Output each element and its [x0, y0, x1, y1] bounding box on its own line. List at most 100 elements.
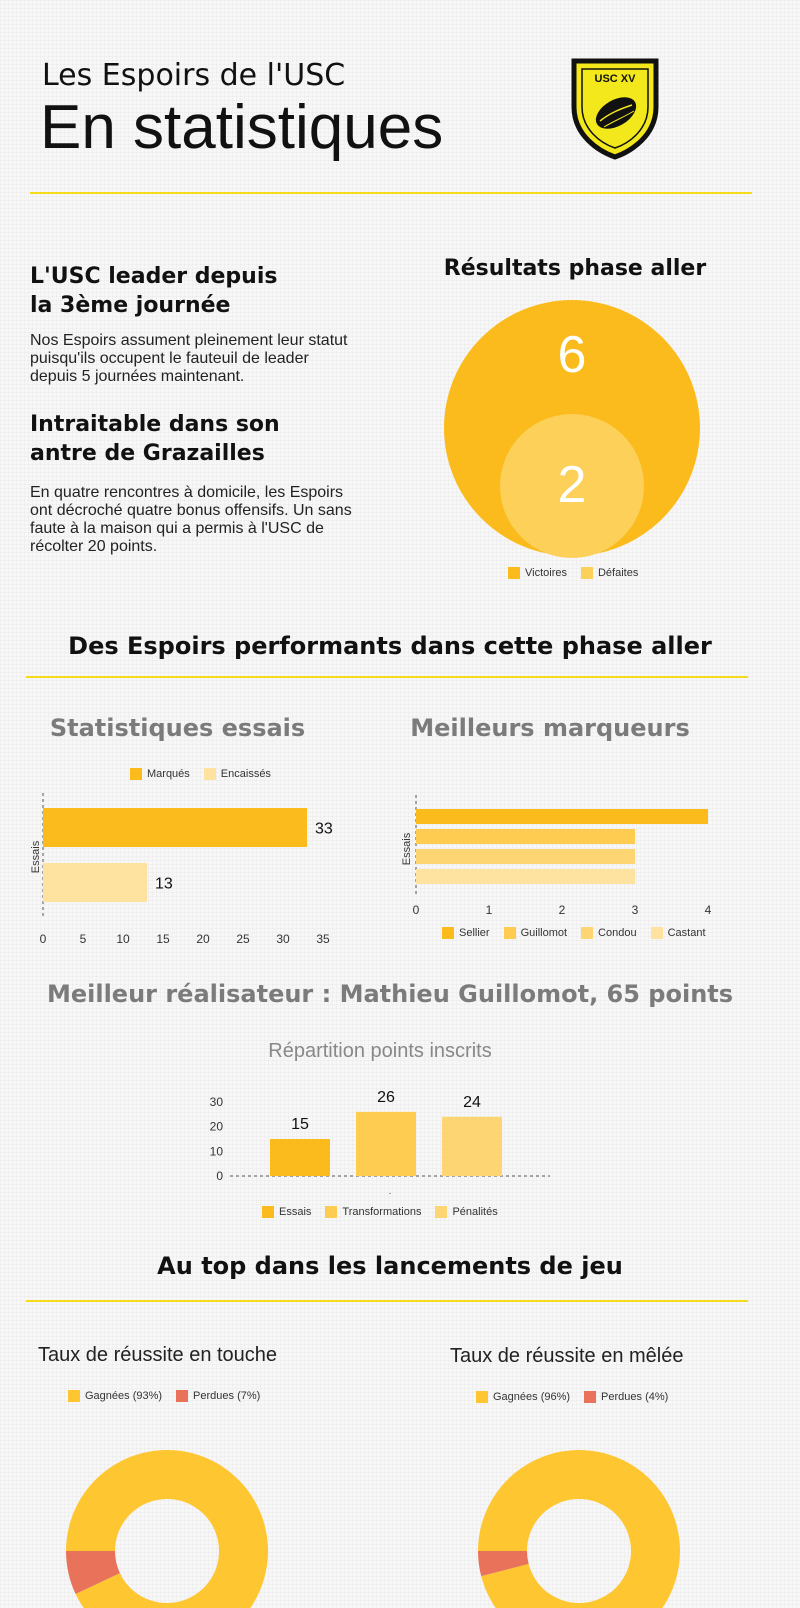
- touche-chart-title: Taux de réussite en touche: [38, 1344, 278, 1366]
- marqueurs-bar-guillomot: [416, 829, 635, 844]
- intro-block2-title-line1: Intraitable dans son: [30, 412, 280, 437]
- legend-label-guillomot: Guillomot: [520, 927, 568, 939]
- essais-bar-chart: Essais 33 13 0 5 10 15 20 25 30 35: [30, 793, 333, 946]
- essais-bar-value-encaisses: 13: [155, 876, 173, 893]
- essais-bar-marques: [43, 808, 307, 847]
- points-bar-value-penalites: 24: [463, 1094, 481, 1111]
- page-subtitle: Les Espoirs de l'USC: [42, 58, 346, 93]
- results-legend: Victoires Défaites: [508, 567, 638, 579]
- legend-item-transformations: Transformations: [325, 1206, 421, 1218]
- legend-item-guillomot: Guillomot: [503, 927, 568, 939]
- essais-xtick: 5: [80, 932, 87, 946]
- points-chart-title: Répartition points inscrits: [268, 1040, 492, 1062]
- legend-label-essais: Essais: [279, 1206, 312, 1218]
- marqueurs-bar-condou: [416, 849, 635, 864]
- bubble-defaites-label: 2: [558, 456, 587, 514]
- melee-slice-gagnees-96: [478, 1450, 680, 1608]
- section-title-lancements: Au top dans les lancements de jeu: [157, 1252, 623, 1280]
- results-bubble-chart: 6 2: [444, 300, 700, 558]
- essais-xtick: 25: [236, 932, 250, 946]
- essais-chart-title: Statistiques essais: [49, 714, 306, 742]
- essais-xtick: 30: [276, 932, 290, 946]
- essais-legend: Marqués Encaissés: [130, 768, 271, 780]
- performance-divider: [26, 676, 748, 678]
- intro-block2-title-line2: antre de Grazailles: [30, 441, 265, 466]
- points-bar-essais: [270, 1139, 330, 1176]
- marqueurs-xtick: 3: [632, 903, 639, 917]
- legend-item-victoires: Victoires: [508, 567, 567, 579]
- legend-label-condou: Condou: [598, 927, 637, 939]
- intro-block2-title: Intraitable dans son antre de Grazailles: [30, 410, 380, 468]
- marqueurs-legend: Sellier Guillomot Condou Castant: [442, 927, 706, 939]
- legend-label-transformations: Transformations: [342, 1206, 422, 1218]
- touche-slice-gagnees-93: [66, 1450, 268, 1608]
- legend-item-defaites: Défaites: [580, 567, 639, 579]
- points-bar-penalites: [442, 1116, 502, 1176]
- marqueurs-xtick: 0: [413, 903, 420, 917]
- legend-item-condou: Condou: [581, 927, 637, 939]
- points-bar-value-essais: 15: [291, 1116, 309, 1133]
- legend-item-essais: Essais: [262, 1206, 311, 1218]
- legend-label-penalites: Pénalités: [452, 1206, 498, 1218]
- legend-label-marques: Marqués: [147, 768, 190, 780]
- points-ytick: 30: [210, 1095, 224, 1109]
- intro-block1-title: L'USC leader depuis la 3ème journée: [30, 262, 380, 320]
- legend-item-melee-perdues: Perdues (4%): [584, 1391, 668, 1403]
- legend-label-touche-gagnees: Gagnées (93%): [85, 1390, 163, 1402]
- marqueurs-bar-chart: Essais 0 1 2 3 4: [401, 795, 712, 917]
- marqueurs-bar-sellier: [416, 809, 708, 824]
- essais-xtick: 20: [196, 932, 210, 946]
- essais-bar-encaisses: [43, 863, 147, 902]
- legend-item-encaisses: Encaissés: [203, 768, 271, 780]
- essais-axis-label: Essais: [30, 840, 42, 873]
- logo-text: USC XV: [595, 73, 637, 85]
- marqueurs-axis-label: Essais: [401, 832, 413, 865]
- legend-label-sellier: Sellier: [459, 927, 490, 939]
- legend-item-touche-perdues: Perdues (7%): [176, 1390, 260, 1402]
- essais-xtick: 35: [316, 932, 330, 946]
- melee-legend: Gagnées (96%) Perdues (4%): [476, 1391, 668, 1403]
- essais-xtick: 10: [116, 932, 130, 946]
- club-logo: USC XV: [571, 58, 659, 160]
- section-title-performance: Des Espoirs performants dans cette phase…: [68, 632, 712, 660]
- marqueurs-chart-title: Meilleurs marqueurs: [410, 714, 690, 742]
- legend-item-touche-gagnees: Gagnées (93%): [68, 1390, 162, 1402]
- points-ytick: 10: [210, 1144, 224, 1158]
- marqueurs-xtick: 2: [559, 903, 566, 917]
- legend-label-defaites: Défaites: [597, 567, 639, 579]
- legend-item-penalites: Pénalités: [435, 1206, 498, 1218]
- intro-block1-title-line2: la 3ème journée: [30, 293, 231, 318]
- marqueurs-xtick: 4: [705, 903, 712, 917]
- points-xlabel: .: [389, 1186, 392, 1197]
- essais-xtick: 15: [156, 932, 170, 946]
- points-bar-chart: 0 10 20 30 15 26 24.: [210, 1089, 550, 1197]
- essais-bar-value-marques: 33: [315, 821, 333, 838]
- touche-slice-perdues-7: [66, 1551, 120, 1595]
- realisateur-title: Meilleur réalisateur : Mathieu Guillomot…: [46, 980, 734, 1008]
- legend-item-castant: Castant: [650, 927, 706, 939]
- page-title: En statistiques: [40, 93, 444, 162]
- bubble-defaites: [500, 414, 644, 558]
- points-legend: Essais Transformations Pénalités: [262, 1206, 498, 1218]
- points-ytick: 0: [216, 1169, 223, 1183]
- melee-donut-chart: [478, 1450, 680, 1608]
- touche-donut-chart: [66, 1450, 268, 1608]
- essais-xtick: 0: [40, 932, 47, 946]
- header-divider: [30, 192, 752, 194]
- touche-legend: Gagnées (93%) Perdues (7%): [68, 1390, 260, 1402]
- bubble-victoires-label: 6: [558, 326, 587, 384]
- legend-label-encaisses: Encaissés: [220, 768, 271, 780]
- legend-item-sellier: Sellier: [442, 927, 490, 939]
- results-chart-title: Résultats phase aller: [443, 256, 707, 281]
- legend-label-melee-gagnees: Gagnées (96%): [493, 1391, 571, 1403]
- marqueurs-bar-castant: [416, 869, 635, 884]
- legend-label-melee-perdues: Perdues (4%): [601, 1391, 669, 1403]
- legend-label-touche-perdues: Perdues (7%): [193, 1390, 261, 1402]
- lancements-divider: [26, 1300, 748, 1302]
- marqueurs-xtick: 1: [486, 903, 493, 917]
- legend-label-castant: Castant: [667, 927, 706, 939]
- points-bar-transformations: [356, 1111, 416, 1176]
- legend-label-victoires: Victoires: [525, 567, 567, 579]
- intro-block1-text: Nos Espoirs assument pleinement leur sta…: [30, 332, 348, 385]
- legend-item-marques: Marqués: [130, 768, 190, 780]
